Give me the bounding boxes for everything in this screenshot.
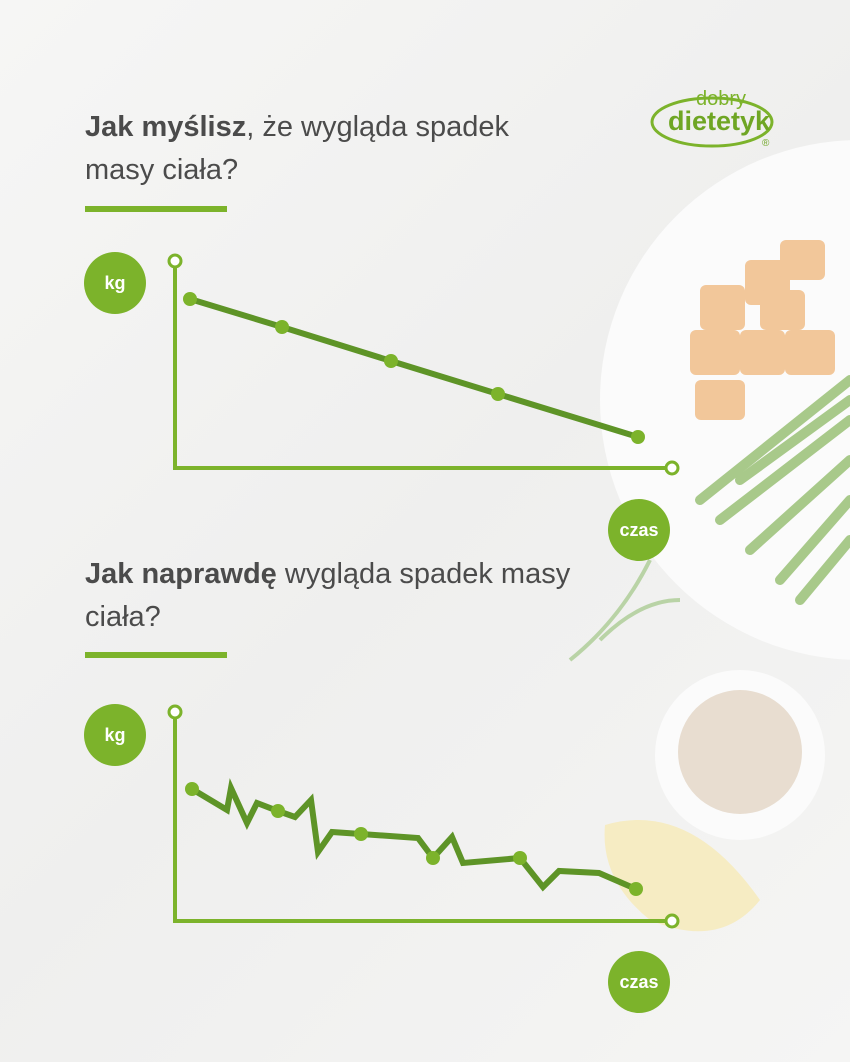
section1-title: Jak myślisz, że wygląda spadek masy ciał… (85, 106, 585, 192)
section1-underline (85, 206, 227, 212)
lemon-slice (604, 820, 760, 932)
point (275, 320, 289, 334)
point (354, 827, 368, 841)
point (384, 354, 398, 368)
points (185, 782, 643, 896)
logo-text-dietetyk: dietetyk (668, 106, 771, 136)
point (271, 804, 285, 818)
section2-title-bold: Jak naprawdę (85, 558, 277, 590)
section1-title-rest: , że wygląda spadek masy ciała? (85, 111, 510, 186)
sesame-seeds (678, 690, 802, 814)
green-beans (695, 375, 850, 605)
point (629, 882, 643, 896)
point (491, 387, 505, 401)
point (631, 430, 645, 444)
y-axis-end-marker (167, 253, 183, 269)
logo-dobry-dietetyk: dobry dietetyk ® (650, 88, 780, 158)
point (513, 851, 527, 865)
axes (173, 712, 672, 923)
point (426, 851, 440, 865)
section2-y-label: kg (84, 704, 146, 766)
logo-text-dobry: dobry (696, 88, 747, 110)
axes (173, 262, 672, 470)
points (183, 292, 645, 444)
point (183, 292, 197, 306)
weight-line (190, 778, 638, 892)
graph-actual (167, 704, 680, 929)
registered-mark: ® (762, 138, 770, 149)
section1-x-label: czas (608, 499, 670, 561)
graph-expected (167, 253, 680, 476)
section1-y-label: kg (84, 252, 146, 314)
x-axis-end-marker (664, 460, 680, 476)
y-axis-end-marker (167, 704, 183, 720)
weight-line (189, 296, 639, 440)
sweet-potato-pieces (690, 240, 835, 420)
section1-title-bold: Jak myślisz (85, 111, 247, 143)
arugula-leaf (568, 559, 681, 662)
point (185, 782, 199, 796)
section2-title: Jak naprawdę wygląda spadek masy ciała? (85, 553, 585, 639)
section2-x-label: czas (608, 951, 670, 1013)
section2-underline (85, 652, 227, 658)
section2-title-rest: wygląda spadek masy ciała? (85, 558, 571, 633)
x-axis-end-marker (664, 913, 680, 929)
